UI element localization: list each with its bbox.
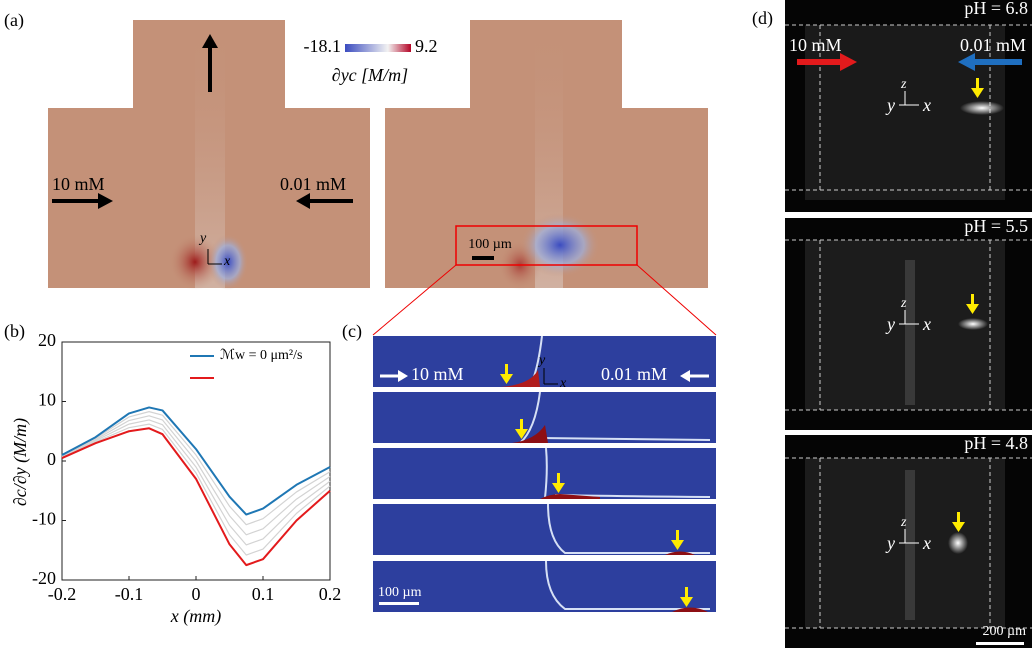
zoom-line — [636, 264, 717, 336]
image — [785, 435, 1032, 648]
legend-label: ℳw = 0 μm²/s — [220, 348, 302, 363]
arrow-head — [98, 193, 113, 209]
x-tick-label: -0.1 — [115, 584, 144, 604]
red-layer — [500, 370, 540, 387]
ph-label: pH = 6.8 — [964, 0, 1028, 18]
zoom-box — [455, 225, 638, 266]
red-layer — [672, 607, 708, 612]
colorbar-label: ∂yc [M/m] — [332, 65, 408, 85]
line — [61, 415, 331, 536]
y-tick-label: -20 — [32, 568, 56, 588]
y-axis-label: ∂c/∂y (M/m) — [10, 418, 31, 506]
arrow-head — [680, 370, 690, 382]
colorbar-max: 9.2 — [415, 36, 438, 56]
line — [61, 411, 331, 526]
inlet-label: 0.01 mM — [280, 174, 346, 194]
x-axis-label: x (mm) — [170, 606, 221, 627]
axis-letter: y — [537, 353, 546, 368]
image — [785, 0, 1032, 212]
ph-bg — [938, 0, 1032, 22]
arrow-head — [398, 370, 408, 382]
arrow-head — [202, 34, 218, 48]
front — [547, 503, 710, 554]
ph-label: pH = 5.5 — [964, 216, 1028, 236]
panel-c: (c) 10 mM 0.01 mM y x 100 µm — [342, 321, 716, 612]
inlet-label: 0.01 mM — [960, 35, 1026, 55]
x-tick-label: 0.1 — [252, 584, 275, 604]
line — [61, 423, 331, 556]
axis-letter: x — [223, 254, 231, 269]
panel-label: (c) — [342, 321, 362, 342]
line — [61, 406, 331, 516]
red-layer — [540, 494, 600, 499]
x-tick-label: -0.2 — [48, 584, 77, 604]
y-tick-label: -10 — [32, 509, 56, 529]
axis-letter: z — [900, 77, 907, 92]
red-region — [169, 234, 221, 290]
colorbar — [345, 44, 411, 52]
x-tick-label: 0 — [192, 584, 201, 604]
red-layer — [665, 551, 695, 555]
y-tick-label: 0 — [47, 449, 56, 469]
inlet-label: 10 mM — [789, 35, 842, 55]
yellow-arrows — [500, 364, 693, 607]
axis-letter: y — [885, 95, 895, 115]
axis-letter: x — [559, 376, 567, 391]
blue-region — [208, 234, 248, 290]
scale-bar — [472, 256, 494, 260]
panel-label: (b) — [4, 321, 25, 342]
strip — [373, 448, 716, 499]
axis-letter: y — [885, 314, 895, 334]
axis-letter: y — [885, 533, 895, 553]
axis-letter: z — [900, 515, 907, 530]
scale-bar — [379, 602, 419, 605]
scale-bar — [976, 642, 1024, 645]
scale-bar-label: 100 µm — [468, 237, 512, 252]
zoom-line — [372, 264, 457, 336]
front — [545, 560, 710, 610]
axis-letter: x — [922, 95, 931, 115]
image — [785, 218, 1032, 430]
ph-label: pH = 4.8 — [964, 433, 1028, 453]
x-tick-label: 0.2 — [319, 584, 342, 604]
inlet-label: 10 mM — [52, 174, 105, 194]
axis-letter: z — [900, 296, 907, 311]
blue-region — [520, 213, 600, 277]
panel-label: (a) — [4, 10, 24, 31]
scale-bar-label: 100 µm — [378, 585, 422, 600]
panel-b: (b) ∂c/∂y (M/m) x (mm) -20 -10 0 10 20 -0.2 -0… — [4, 321, 341, 627]
inlet-label: 10 mM — [411, 364, 464, 384]
y-tick-label: 20 — [38, 330, 56, 350]
axis-letter: x — [922, 314, 931, 334]
scale-bar-label: 200 µm — [983, 624, 1027, 639]
red-layer — [512, 425, 548, 443]
line — [61, 419, 331, 546]
inlet-label: 0.01 mM — [601, 364, 667, 384]
strip — [373, 561, 716, 612]
panel-a: (a) 10 mM 0.01 mM y x -18.1 9.2 ∂yc [M/m… — [4, 10, 717, 336]
strip — [373, 504, 716, 555]
panel-d: (d) pH = 6.8 pH = 5.5 pH = 4.8 10 mM 0.0… — [752, 0, 1032, 648]
arrow-head — [296, 193, 310, 209]
panel-label: (d) — [752, 8, 773, 29]
line — [61, 427, 331, 567]
axis-letter: y — [198, 231, 207, 246]
colorbar-min: -18.1 — [304, 36, 342, 56]
y-tick-label: 10 — [38, 390, 56, 410]
axis-letter: x — [922, 533, 931, 553]
